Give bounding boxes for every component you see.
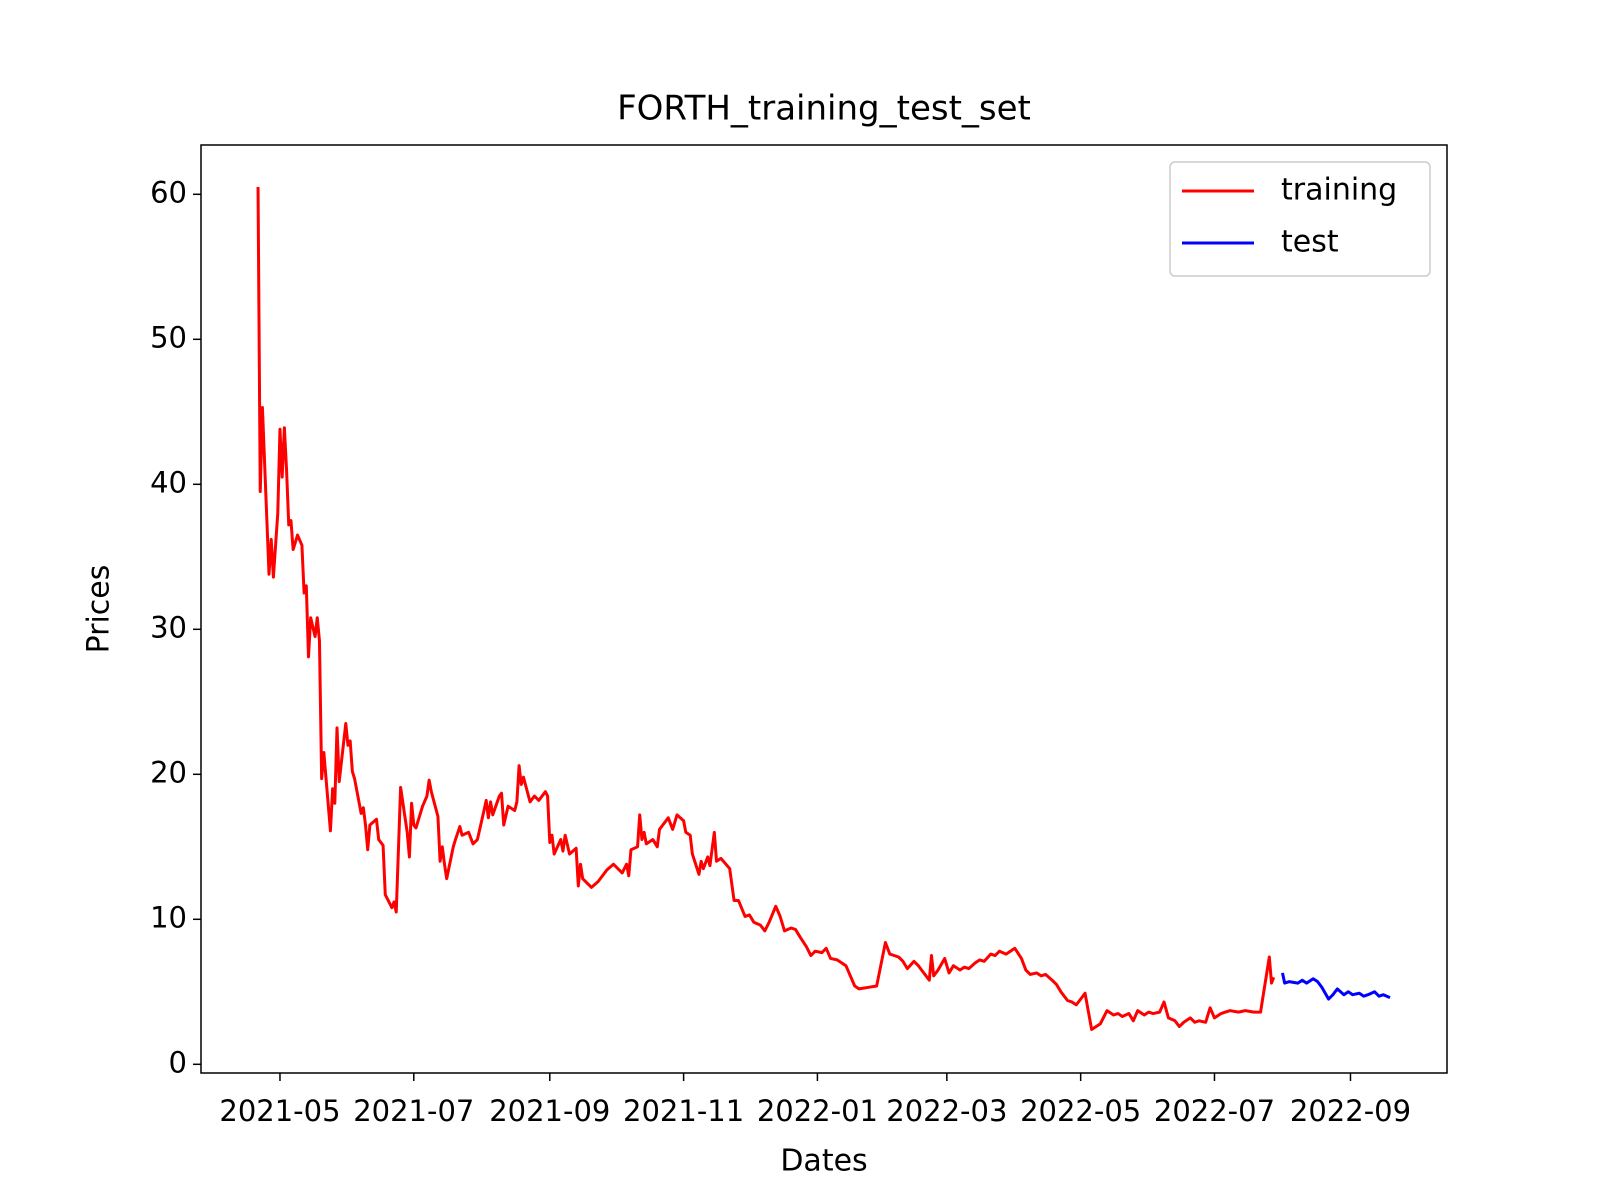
y-tick-label: 60 [150, 175, 187, 209]
y-axis-label: Prices [82, 565, 117, 654]
legend-label: test [1281, 225, 1339, 260]
x-axis-label: Dates [780, 1144, 867, 1179]
y-tick-label: 20 [150, 755, 187, 789]
x-tick-label: 2022-03 [886, 1094, 1007, 1128]
y-tick-label: 10 [150, 900, 187, 934]
x-tick-label: 2021-11 [623, 1094, 744, 1128]
y-tick-label: 40 [150, 465, 187, 499]
series-line [1281, 972, 1391, 1001]
y-tick-label: 0 [169, 1045, 187, 1079]
legend-label: training [1281, 173, 1397, 208]
x-tick-label: 2022-09 [1290, 1094, 1411, 1128]
x-tick-label: 2021-09 [489, 1094, 610, 1128]
chart-title: FORTH_training_test_set [617, 89, 1031, 129]
y-tick-label: 50 [150, 320, 187, 354]
plot-frame [200, 144, 1448, 1074]
x-tick-label: 2022-01 [757, 1094, 878, 1128]
x-tick-label: 2022-05 [1020, 1094, 1141, 1128]
series-line [256, 187, 1276, 1031]
x-tick-label: 2022-07 [1154, 1094, 1275, 1128]
y-tick-label: 30 [150, 610, 187, 644]
x-tick-label: 2021-05 [219, 1094, 340, 1128]
x-tick-label: 2021-07 [353, 1094, 474, 1128]
